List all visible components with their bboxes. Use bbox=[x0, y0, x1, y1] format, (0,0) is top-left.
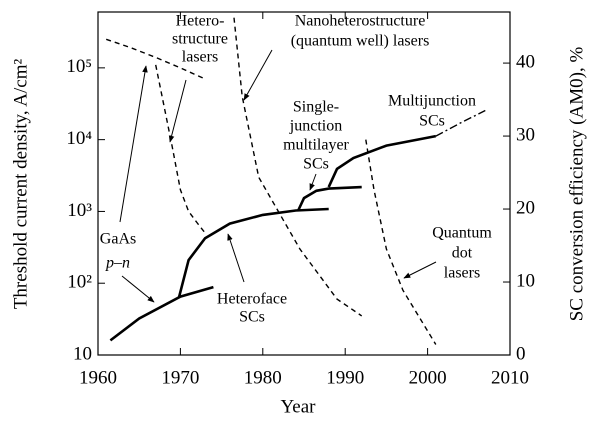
arrow bbox=[119, 65, 148, 223]
annotation: Single- bbox=[293, 99, 339, 116]
series-line bbox=[297, 185, 362, 212]
annotation: SCs bbox=[303, 156, 329, 173]
annotation: p–n bbox=[105, 255, 130, 272]
x-tick-label: 2000 bbox=[409, 367, 447, 388]
series-line bbox=[365, 139, 437, 345]
annotation: (quantum well) lasers bbox=[291, 33, 430, 50]
annotation: SCs bbox=[419, 113, 445, 130]
y-tick-label: 10³ bbox=[67, 200, 92, 221]
x-tick-label: 2010 bbox=[491, 367, 529, 388]
annotation: GaAs bbox=[100, 231, 136, 248]
series-line bbox=[177, 207, 329, 299]
y-axis-label: Threshold current density, A/cm² bbox=[10, 59, 31, 310]
x-tick-label: 1960 bbox=[79, 367, 117, 388]
y2-tick-label: 30 bbox=[516, 124, 535, 145]
annotation: structure bbox=[172, 31, 228, 48]
annotation: junction bbox=[289, 118, 342, 135]
y2-axis-label: SC conversion efficiency (AM0), % bbox=[566, 47, 587, 322]
x-tick-label: 1980 bbox=[244, 367, 282, 388]
annotation: Quantum bbox=[432, 225, 492, 242]
annotation: Multijunction bbox=[388, 93, 476, 110]
series-line bbox=[327, 134, 437, 188]
y-tick-label: 10⁵ bbox=[66, 56, 92, 77]
annotation: lasers bbox=[182, 49, 218, 66]
annotation: lasers bbox=[444, 265, 480, 282]
arrow bbox=[243, 49, 273, 101]
y2-tick-label: 40 bbox=[516, 51, 535, 72]
annotation: Nanoheterostructure bbox=[295, 13, 426, 30]
series-line bbox=[155, 64, 206, 234]
series-line bbox=[109, 285, 214, 342]
x-tick-label: 1990 bbox=[326, 367, 364, 388]
x-axis-label: Year bbox=[280, 396, 316, 417]
y2-tick-label: 20 bbox=[516, 197, 535, 218]
y-tick-label: 10 bbox=[73, 343, 92, 364]
y2-tick-label: 0 bbox=[516, 343, 526, 364]
y2-tick-label: 10 bbox=[516, 270, 535, 291]
annotation: SCs bbox=[239, 309, 265, 326]
arrow bbox=[168, 79, 187, 143]
series-line bbox=[233, 17, 363, 317]
arrow bbox=[309, 173, 317, 191]
arrow bbox=[121, 275, 155, 303]
annotation: Heteroface bbox=[217, 291, 287, 308]
arrow bbox=[403, 261, 437, 279]
annotation: dot bbox=[452, 245, 473, 262]
annotation: Hetero- bbox=[176, 13, 225, 30]
arrows bbox=[119, 49, 437, 303]
plot-frame bbox=[97, 11, 511, 356]
annotation: multilayer bbox=[283, 137, 349, 154]
arrow bbox=[227, 233, 245, 283]
y-tick-label: 10² bbox=[67, 272, 92, 293]
series-line bbox=[435, 109, 486, 137]
y-tick-label: 10⁴ bbox=[66, 128, 92, 149]
x-tick-label: 1970 bbox=[161, 367, 199, 388]
